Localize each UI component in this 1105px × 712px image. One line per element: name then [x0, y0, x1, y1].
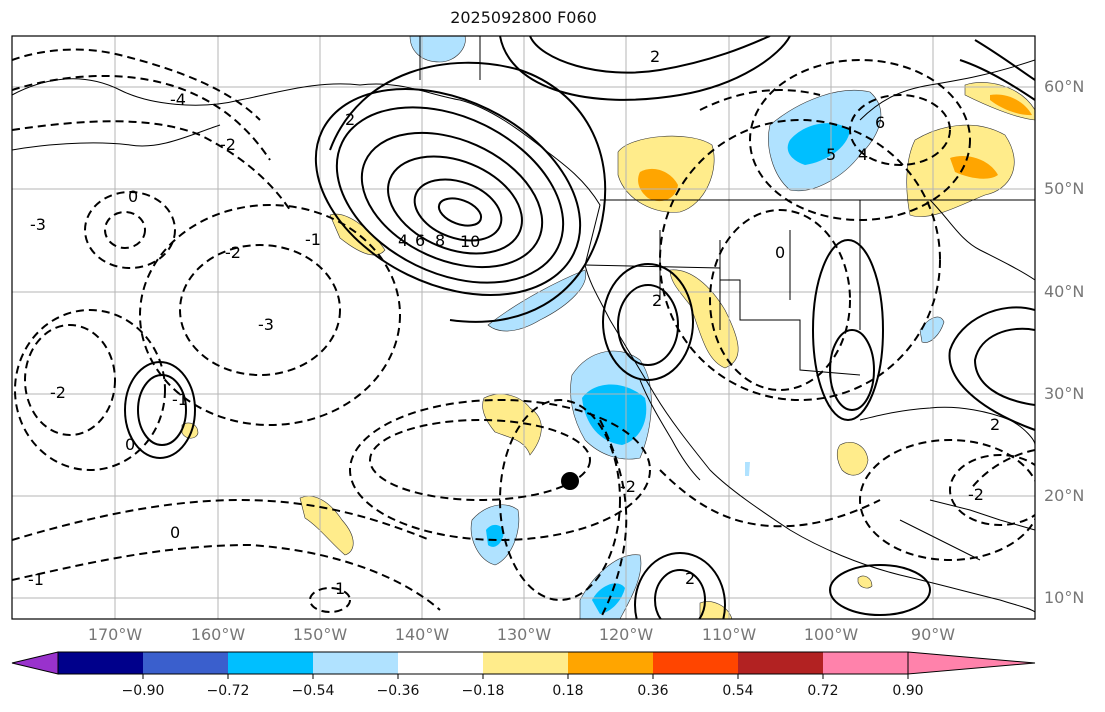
contour-label: -2: [225, 243, 241, 262]
contour-label: -1: [172, 390, 188, 409]
colorbar-tick-label: −0.36: [376, 683, 420, 699]
lon-label: 110°W: [701, 625, 757, 644]
contour-label: 2: [345, 110, 355, 129]
contour-label: 1: [335, 579, 345, 598]
shading-layer: [181, 36, 1035, 619]
colorbar-swatch: [398, 652, 483, 674]
colorbar-tick-label: −0.54: [291, 683, 335, 699]
lat-label: 20°N: [1044, 486, 1085, 505]
contour-label: 2: [652, 291, 662, 310]
lon-label: 150°W: [292, 625, 348, 644]
contour-label: 0: [775, 243, 785, 262]
positive-contours: [124, 36, 1035, 619]
contour-label: 2: [685, 569, 695, 588]
lat-label: 50°N: [1044, 179, 1085, 198]
colorbar-tick-label: 0.36: [637, 683, 669, 699]
contour-labels: 10 8 6 4 2 0 -1 -2 -3 6 5 4 0 2 -2 2 1 0…: [28, 47, 1000, 598]
contour-label: -2: [968, 485, 984, 504]
contour-label: -4: [170, 90, 186, 109]
colorbar-tick-label: −0.18: [461, 683, 505, 699]
contour-label: 0: [128, 187, 138, 206]
contour-label: -1: [305, 230, 321, 249]
colorbar-swatch: [568, 652, 653, 674]
contour-label: 6: [415, 231, 425, 250]
colorbar-extend-low: [11, 651, 59, 675]
lon-label: 100°W: [803, 625, 859, 644]
contour-label: -3: [30, 215, 46, 234]
colorbar-swatch: [738, 652, 823, 674]
contour-label: 4: [858, 145, 868, 164]
contour-label: 0: [125, 435, 135, 454]
contour-label: 0: [170, 523, 180, 542]
map-frame: [11, 35, 1036, 620]
contour-label: 10: [460, 232, 480, 251]
contour-label: 2: [650, 47, 660, 66]
lon-label: 120°W: [598, 625, 654, 644]
colorbar-swatch: [653, 652, 738, 674]
colorbar-tick-label: −0.90: [121, 683, 165, 699]
colorbar-tick-label: 0.18: [552, 683, 584, 699]
colorbar-swatch: [58, 652, 143, 674]
colorbar-extend-high: [907, 651, 1036, 675]
colorbar-swatch: [823, 652, 908, 674]
negative-contours: [12, 48, 1035, 619]
storm-position-marker: [561, 472, 579, 490]
contour-label: -2: [620, 477, 636, 496]
colorbar-tick-label: 0.90: [892, 683, 924, 699]
lon-label: 90°W: [910, 625, 956, 644]
colorbar-swatch: [143, 652, 228, 674]
colorbar: [11, 651, 1036, 679]
contour-label: -3: [258, 315, 274, 334]
colorbar-swatch: [483, 652, 568, 674]
lon-label: 140°W: [394, 625, 450, 644]
lon-label: 170°W: [87, 625, 143, 644]
lat-label: 10°N: [1044, 588, 1085, 607]
lon-label: 130°W: [496, 625, 552, 644]
contour-label: -2: [220, 135, 236, 154]
colorbar-swatch: [228, 652, 313, 674]
colorbar-tick-label: −0.72: [206, 683, 250, 699]
colorbar-tick-label: 0.54: [722, 683, 754, 699]
lat-label: 30°N: [1044, 384, 1085, 403]
contour-label: 2: [990, 415, 1000, 434]
colorbar-tick-label: 0.72: [807, 683, 839, 699]
contour-label: 5: [826, 145, 836, 164]
contour-label: -2: [50, 383, 66, 402]
contour-label: 8: [435, 231, 445, 250]
map-title: 2025092800 F060: [450, 8, 597, 27]
colorbar-swatch: [313, 652, 398, 674]
lon-label: 160°W: [190, 625, 246, 644]
contour-label: 6: [875, 113, 885, 132]
lat-label: 60°N: [1044, 77, 1085, 96]
lat-label: 40°N: [1044, 282, 1085, 301]
contour-label: -1: [28, 570, 44, 589]
contour-label: 4: [398, 231, 408, 250]
